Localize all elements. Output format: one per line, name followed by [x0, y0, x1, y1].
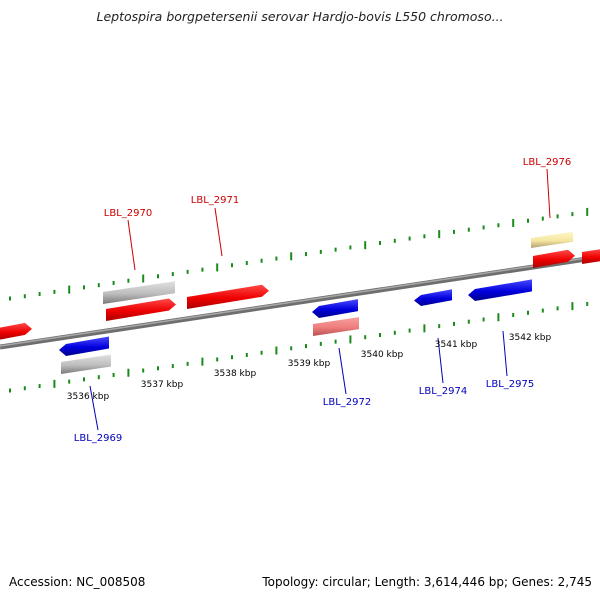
label-leader-line — [546, 168, 551, 219]
label-leader-line — [502, 330, 508, 377]
chromosome-backbone — [0, 254, 600, 350]
reverse-gene-arrow — [59, 336, 109, 356]
chromosome-backbone-highlight — [0, 255, 600, 347]
reverse-gene-block — [61, 354, 111, 374]
tick-marks — [9, 207, 589, 393]
kbp-label: 3538 kbp — [214, 369, 257, 379]
forward-gene-block — [582, 249, 600, 264]
forward-gene-arrow — [187, 284, 269, 309]
forward-gene-block — [531, 231, 573, 248]
forward-gene-arrow — [0, 322, 32, 340]
kbp-label: 3539 kbp — [288, 359, 331, 369]
kbp-label: 3540 kbp — [361, 350, 404, 360]
kbp-label: 3542 kbp — [509, 333, 552, 343]
gene-label-forward[interactable]: LBL_2970 — [104, 208, 152, 219]
label-leader-line — [338, 347, 347, 395]
label-leader-line — [89, 385, 99, 431]
label-leader-line — [214, 207, 223, 257]
kbp-label: 3537 kbp — [141, 380, 184, 390]
gene-label-reverse[interactable]: LBL_2974 — [419, 386, 467, 397]
gene-label-reverse[interactable]: LBL_2972 — [323, 397, 371, 408]
reverse-gene-arrow — [468, 279, 532, 301]
kbp-label: 3541 kbp — [435, 340, 478, 350]
reverse-gene-arrow — [414, 289, 452, 306]
forward-gene-arrow — [533, 249, 575, 268]
forward-gene-arrow — [106, 298, 176, 321]
gene-features — [0, 231, 600, 374]
accession-text: Accession: NC_008508 — [9, 575, 146, 589]
label-leader-line — [437, 337, 444, 384]
reverse-gene-block — [313, 317, 359, 336]
genome-stats-text: Topology: circular; Length: 3,614,446 bp… — [262, 575, 592, 589]
gene-label-forward[interactable]: LBL_2971 — [191, 195, 239, 206]
reverse-gene-arrow — [312, 299, 358, 318]
gene-label-reverse[interactable]: LBL_2969 — [74, 433, 122, 444]
label-leader-lines — [89, 168, 551, 431]
gene-label-reverse[interactable]: LBL_2975 — [486, 379, 534, 390]
forward-gene-block — [103, 281, 175, 304]
kbp-label: 3536 kbp — [67, 392, 110, 402]
label-leader-line — [127, 219, 136, 271]
map-title: Leptospira borgpetersenii serovar Hardjo… — [96, 9, 504, 24]
gene-label-forward[interactable]: LBL_2976 — [523, 157, 571, 168]
